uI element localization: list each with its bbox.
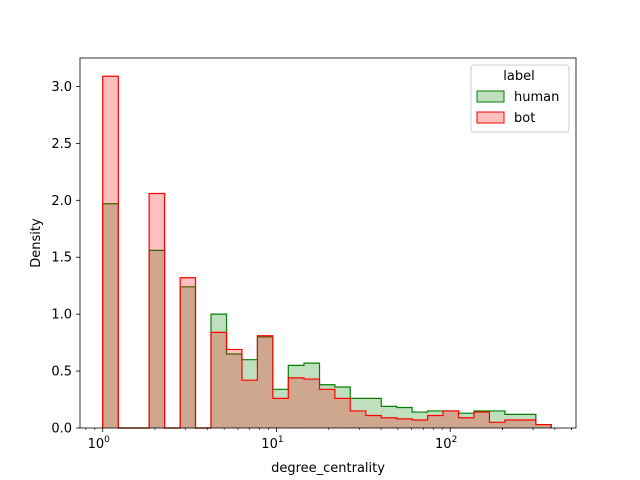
legend-entry-bot: bot (476, 111, 535, 126)
bot-bar (241, 380, 258, 428)
legend-label-bot: bot (514, 111, 535, 126)
bot-bar (210, 332, 227, 428)
bot-bar (288, 377, 304, 428)
y-tick-label: 0.0 (51, 422, 72, 437)
human-bar (149, 250, 165, 428)
human-bar (535, 424, 552, 428)
human-bar (319, 384, 335, 428)
bot-bar (149, 193, 165, 428)
bot-bar (535, 424, 552, 428)
human-bar (180, 286, 196, 428)
bot-bar (180, 277, 196, 428)
human-bar (102, 203, 119, 428)
y-tick-label: 1.5 (51, 251, 72, 266)
bot-bar (473, 412, 490, 428)
y-tick-label: 2.5 (51, 137, 72, 152)
human-bar (210, 314, 227, 428)
bot-bar (443, 410, 459, 428)
bot-bar (458, 417, 474, 428)
bot-bar (334, 398, 351, 428)
bot-bar (504, 420, 521, 428)
bot-bar (520, 420, 536, 428)
legend-swatch-human (476, 90, 505, 103)
bot-bar (319, 389, 335, 428)
y-axis: 0.0 0.5 1.0 1.5 2.0 2.5 3.0 (51, 80, 80, 437)
plot-frame (79, 57, 577, 429)
bot-outline (102, 75, 552, 429)
bot-bar (350, 410, 366, 428)
bot-bar (365, 415, 382, 428)
human-bar (396, 407, 413, 428)
legend-title: label (503, 69, 534, 84)
plot-area (102, 75, 552, 429)
y-tick-label: 0.5 (51, 365, 72, 380)
legend-label-human: human (514, 90, 559, 105)
legend-entry-human: human (476, 90, 559, 105)
human-bar (257, 336, 273, 428)
bot-bar (272, 398, 289, 428)
human-bar (334, 387, 351, 428)
bot-bar (257, 335, 273, 428)
human-bar (489, 410, 505, 428)
human-bar (365, 398, 382, 428)
y-tick-label: 3.0 (51, 80, 72, 95)
bot-bar (303, 379, 320, 428)
human-bar (241, 359, 258, 428)
y-tick-label: 2.0 (51, 194, 72, 209)
bot-bar (396, 418, 413, 428)
bot-bar (102, 76, 119, 428)
human-bar (288, 365, 304, 428)
legend: label human bot (470, 64, 570, 133)
human-bar (504, 414, 521, 428)
human-bar (458, 413, 474, 428)
series-human (102, 203, 552, 429)
y-tick-label: 1.0 (51, 308, 72, 323)
bot-bar (381, 417, 397, 428)
bot-bar (226, 349, 242, 428)
legend-swatch-bot (476, 111, 505, 124)
legend-box (470, 64, 570, 133)
series-bot (102, 75, 552, 429)
bot-bar (489, 422, 505, 428)
human-bar (473, 410, 490, 428)
y-axis-label: Density (29, 218, 44, 268)
human-bar (443, 410, 459, 428)
bot-bar (412, 420, 428, 428)
bot-bar (427, 415, 444, 428)
human-bar (520, 414, 536, 428)
human-bar (350, 398, 366, 428)
human-bar (226, 354, 242, 428)
x-axis-label: degree_centrality (271, 461, 385, 476)
